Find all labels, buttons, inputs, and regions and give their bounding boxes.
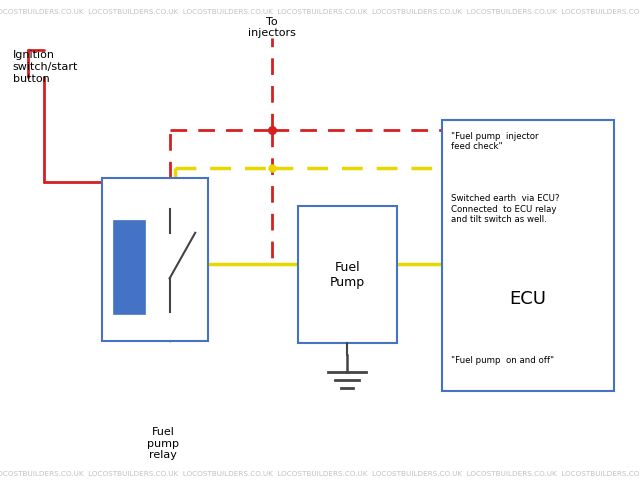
Text: LOCOSTBUILDERS.CO.UK  LOCOSTBUILDERS.CO.UK  LOCOSTBUILDERS.CO.UK  LOCOSTBUILDERS: LOCOSTBUILDERS.CO.UK LOCOSTBUILDERS.CO.U…	[0, 9, 640, 15]
Bar	[298, 206, 397, 343]
Text: Fuel
pump
relay: Fuel pump relay	[147, 427, 179, 460]
Text: LOCOSTBUILDERS.CO.UK  LOCOSTBUILDERS.CO.UK  LOCOSTBUILDERS.CO.UK  LOCOSTBUILDERS: LOCOSTBUILDERS.CO.UK LOCOSTBUILDERS.CO.U…	[0, 471, 640, 477]
Text: "Fuel pump  injector
feed check": "Fuel pump injector feed check"	[451, 132, 539, 151]
Text: To
injectors: To injectors	[248, 17, 296, 38]
Text: Ignition
switch/start
button: Ignition switch/start button	[13, 50, 78, 84]
Bar	[102, 178, 208, 341]
Text: ECU: ECU	[509, 290, 547, 308]
Text: Fuel
Pump: Fuel Pump	[330, 261, 365, 289]
Text: "Fuel pump  on and off": "Fuel pump on and off"	[451, 356, 554, 365]
Text: Switched earth  via ECU?
Connected  to ECU relay
and tilt switch as well.: Switched earth via ECU? Connected to ECU…	[451, 194, 560, 224]
Bar	[114, 221, 145, 314]
Bar	[442, 120, 614, 391]
